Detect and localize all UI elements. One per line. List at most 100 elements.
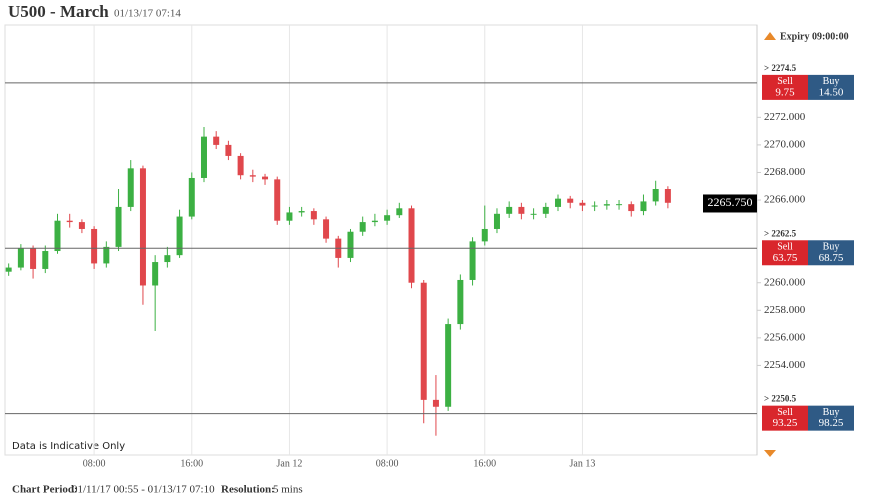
candle-body (323, 219, 330, 239)
candle-body (42, 251, 49, 269)
sell-label: Sell (777, 76, 793, 87)
candle-body (616, 204, 623, 206)
candle-body (78, 222, 85, 229)
candle-body (493, 213, 500, 229)
candle-body (91, 228, 98, 264)
candle-body (640, 201, 647, 212)
candle-body (17, 248, 24, 268)
scroll-icon (764, 450, 776, 457)
candle-body (384, 215, 391, 221)
candle-body (396, 208, 403, 216)
expiry: Expiry 09:00:00 (780, 31, 849, 42)
buy-price: 68.75 (819, 252, 844, 264)
level-label: > 2274.5 (764, 63, 797, 73)
candle-body (469, 241, 476, 280)
candle-body (506, 206, 513, 214)
candle-body (347, 231, 354, 258)
candle-body (518, 206, 525, 214)
candle-body (249, 175, 256, 177)
period: 01/11/17 00:55 - 01/13/17 07:10 (72, 484, 215, 496)
candle-body (408, 208, 415, 283)
y-tick-label: 2254.000 (764, 359, 806, 371)
y-tick-label: 2260.000 (764, 276, 806, 288)
candle-body (457, 279, 464, 325)
last-price: 2265.750 (708, 195, 753, 209)
candle-body (66, 220, 73, 223)
candle-body (164, 255, 171, 263)
buy-price: 14.50 (819, 86, 844, 98)
sell-label: Sell (777, 407, 793, 418)
y-tick-label: 2266.000 (764, 194, 806, 206)
candle-body (567, 198, 574, 203)
candle-body (628, 204, 635, 212)
buy-box (808, 240, 854, 266)
y-tick-label: 2258.000 (764, 304, 806, 316)
expiry-icon (764, 32, 776, 40)
sell-price: 9.75 (775, 86, 795, 98)
candle-body (213, 136, 220, 145)
candle-body (127, 168, 134, 207)
candle-body (54, 220, 61, 252)
candle-body (298, 211, 305, 213)
sell-price: 63.75 (773, 252, 798, 264)
candle-body (420, 282, 427, 400)
buy-label: Buy (823, 242, 840, 253)
candle-body (664, 189, 671, 203)
x-tick-label: 08:00 (376, 458, 399, 469)
candle-body (274, 179, 281, 221)
level-label: > 2262.5 (764, 228, 797, 238)
x-tick-label: 16:00 (180, 458, 203, 469)
candle-body (530, 213, 537, 215)
buy-label: Buy (823, 76, 840, 87)
y-tick-label: 2256.000 (764, 331, 806, 343)
title: U500 - March (8, 2, 109, 21)
x-tick-label: 16:00 (473, 458, 496, 469)
sell-box (762, 240, 808, 266)
x-tick-label: 08:00 (83, 458, 106, 469)
sell-box (762, 74, 808, 100)
candle-body (262, 176, 269, 180)
sell-label: Sell (777, 242, 793, 253)
candle-body (115, 206, 122, 247)
candle-body (286, 212, 293, 221)
period-label: Chart Period: (12, 484, 78, 496)
y-tick-label: 2270.000 (764, 138, 806, 150)
candle-body (555, 198, 562, 207)
candle-body (652, 189, 659, 202)
resolution-label: Resolution: (221, 484, 275, 496)
y-tick-label: 2268.000 (764, 166, 806, 178)
candle-body (139, 168, 146, 286)
buy-label: Buy (823, 407, 840, 418)
candle-body (5, 267, 12, 272)
level-label: > 2250.5 (764, 394, 797, 404)
candle-body (237, 155, 244, 176)
candle-body (371, 220, 378, 223)
buy-box (808, 74, 854, 100)
candle-body (432, 399, 439, 407)
candle-body (359, 222, 366, 232)
candle-body (225, 144, 232, 156)
candle-body (542, 206, 549, 214)
candle-body (176, 216, 183, 256)
buy-box (808, 405, 854, 431)
timestamp: 01/13/17 07:14 (114, 8, 181, 20)
candle-body (579, 202, 586, 206)
candle-body (30, 248, 37, 269)
candle-body (200, 136, 207, 178)
notice: Data is Indicative Only (12, 441, 125, 452)
candle-body (152, 262, 159, 286)
candle-body (188, 177, 195, 217)
candle-body (481, 228, 488, 242)
x-tick-label: Jan 12 (277, 458, 303, 469)
candle-body (591, 205, 598, 207)
candle-body (103, 246, 110, 264)
sell-price: 93.25 (773, 417, 798, 429)
candle-body (445, 324, 452, 407)
resolution: 5 mins (273, 484, 303, 496)
sell-box (762, 405, 808, 431)
last-price-box (703, 194, 757, 213)
x-tick-label: Jan 13 (570, 458, 596, 469)
y-tick-label: 2272.000 (764, 111, 806, 123)
buy-price: 98.25 (819, 417, 844, 429)
